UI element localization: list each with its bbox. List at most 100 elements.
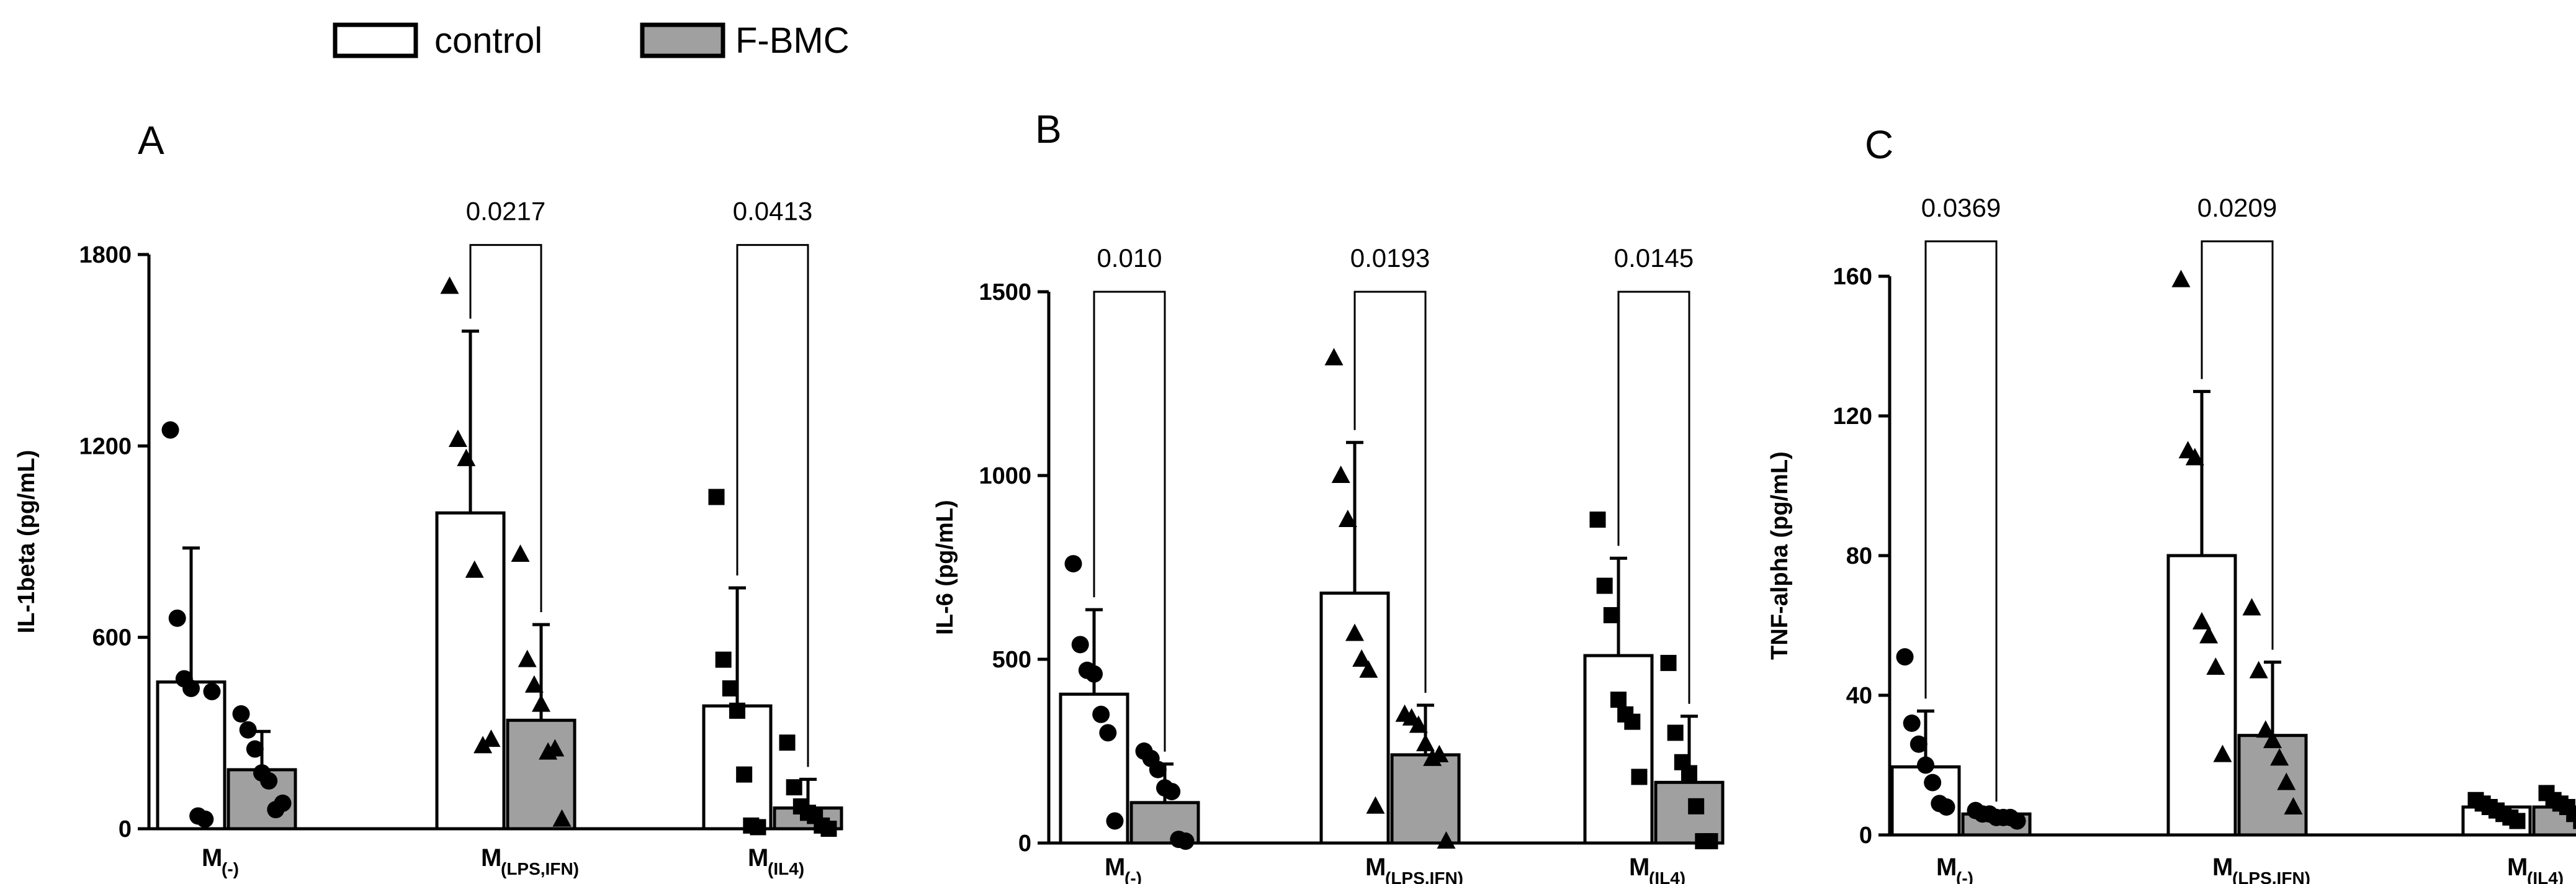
data-point xyxy=(715,651,732,668)
y-tick-label: 1500 xyxy=(979,279,1031,305)
p-value-label: 0.0413 xyxy=(733,197,812,226)
category-sublabel: (-) xyxy=(1124,868,1142,884)
data-point xyxy=(1409,715,1428,733)
data-point xyxy=(1903,715,1921,732)
data-point xyxy=(1660,654,1677,671)
data-point xyxy=(2270,748,2289,766)
data-point xyxy=(518,649,537,667)
data-point xyxy=(1352,649,1371,667)
p-value-label: 0.0145 xyxy=(1614,243,1694,273)
category-sublabel: (-) xyxy=(1956,868,1973,884)
y-tick-label: 500 xyxy=(992,647,1031,673)
y-tick-label: 40 xyxy=(1846,683,1872,709)
data-point xyxy=(2263,731,2282,749)
y-tick-label: 0 xyxy=(1859,823,1872,849)
data-point xyxy=(545,739,565,757)
data-point xyxy=(2192,611,2211,629)
category-sublabel: (IL4) xyxy=(768,859,804,878)
data-point xyxy=(2284,797,2303,814)
data-point xyxy=(511,544,530,562)
bar-fbmc xyxy=(1390,753,1461,845)
category-sublabel: (LPS,IFN) xyxy=(501,859,579,878)
data-point xyxy=(1345,623,1364,641)
category-label: M xyxy=(1105,854,1125,881)
data-point xyxy=(203,683,221,701)
data-point xyxy=(1324,348,1344,366)
data-point xyxy=(1099,724,1117,742)
data-point xyxy=(722,680,738,697)
data-point xyxy=(473,736,493,754)
significance-bracket xyxy=(2201,240,2274,650)
panel-letter-b: B xyxy=(1035,107,1062,151)
data-point xyxy=(465,560,484,578)
data-point xyxy=(1359,660,1378,678)
data-point xyxy=(1896,648,1914,666)
data-point xyxy=(2199,626,2219,644)
data-point xyxy=(1631,769,1648,785)
data-point xyxy=(1338,510,1357,528)
data-point xyxy=(2213,744,2232,762)
data-point xyxy=(161,421,179,439)
y-tick-label: 80 xyxy=(1846,543,1872,569)
data-point xyxy=(1910,735,1928,753)
data-point xyxy=(232,705,250,723)
data-point xyxy=(1924,774,1942,792)
data-point xyxy=(182,679,200,697)
data-point xyxy=(2256,720,2275,738)
data-point xyxy=(786,779,802,796)
data-point xyxy=(260,772,278,790)
data-point xyxy=(1092,705,1110,723)
data-point xyxy=(736,766,753,783)
bar-fbmc xyxy=(506,718,577,831)
data-point xyxy=(196,810,214,828)
data-point xyxy=(1064,555,1082,573)
category-label: M xyxy=(1365,854,1386,881)
p-value-label: 0.0193 xyxy=(1350,243,1430,273)
data-point xyxy=(552,809,572,827)
y-axis-label: TNF-alpha (pg/mL) xyxy=(1767,451,1793,660)
category-label: M xyxy=(481,844,501,872)
bar-control xyxy=(2166,554,2237,837)
panel-letter-a: A xyxy=(138,118,164,163)
y-tick-label: 120 xyxy=(1833,404,1872,430)
data-point xyxy=(2509,813,2526,829)
y-tick-label: 1200 xyxy=(79,433,132,459)
significance-bracket xyxy=(1353,291,1427,693)
significance-bracket xyxy=(1617,291,1690,704)
data-point xyxy=(532,694,550,712)
data-point xyxy=(1177,832,1195,850)
y-tick-label: 0 xyxy=(119,816,132,842)
data-point xyxy=(1430,744,1449,762)
significance-bracket xyxy=(469,244,542,613)
y-tick-label: 1800 xyxy=(79,242,132,268)
data-point xyxy=(1937,798,1955,816)
data-point xyxy=(1149,760,1167,778)
data-point xyxy=(246,740,264,758)
data-point xyxy=(274,794,292,812)
data-point xyxy=(1624,713,1641,730)
data-point xyxy=(2008,812,2026,830)
p-value-label: 0.0369 xyxy=(1921,193,2001,222)
y-tick-label: 1000 xyxy=(979,463,1031,489)
significance-bracket xyxy=(1093,291,1166,752)
data-point xyxy=(440,276,459,294)
category-sublabel: (-) xyxy=(222,859,239,878)
p-value-label: 0.0217 xyxy=(466,197,545,226)
significance-bracket xyxy=(1924,240,1998,802)
data-point xyxy=(1589,512,1606,528)
data-point xyxy=(2573,813,2576,829)
data-point xyxy=(820,821,837,837)
y-tick-label: 160 xyxy=(1833,264,1872,290)
data-point xyxy=(1416,734,1435,752)
category-sublabel: (LPS,IFN) xyxy=(2232,868,2310,884)
legend-swatch-control xyxy=(333,22,418,58)
data-point xyxy=(1917,756,1934,774)
data-point xyxy=(779,734,796,751)
data-point xyxy=(1702,833,1718,850)
panel-letter-c: C xyxy=(1865,122,1893,167)
category-label: M xyxy=(2212,854,2233,881)
y-tick-label: 0 xyxy=(1018,831,1031,857)
